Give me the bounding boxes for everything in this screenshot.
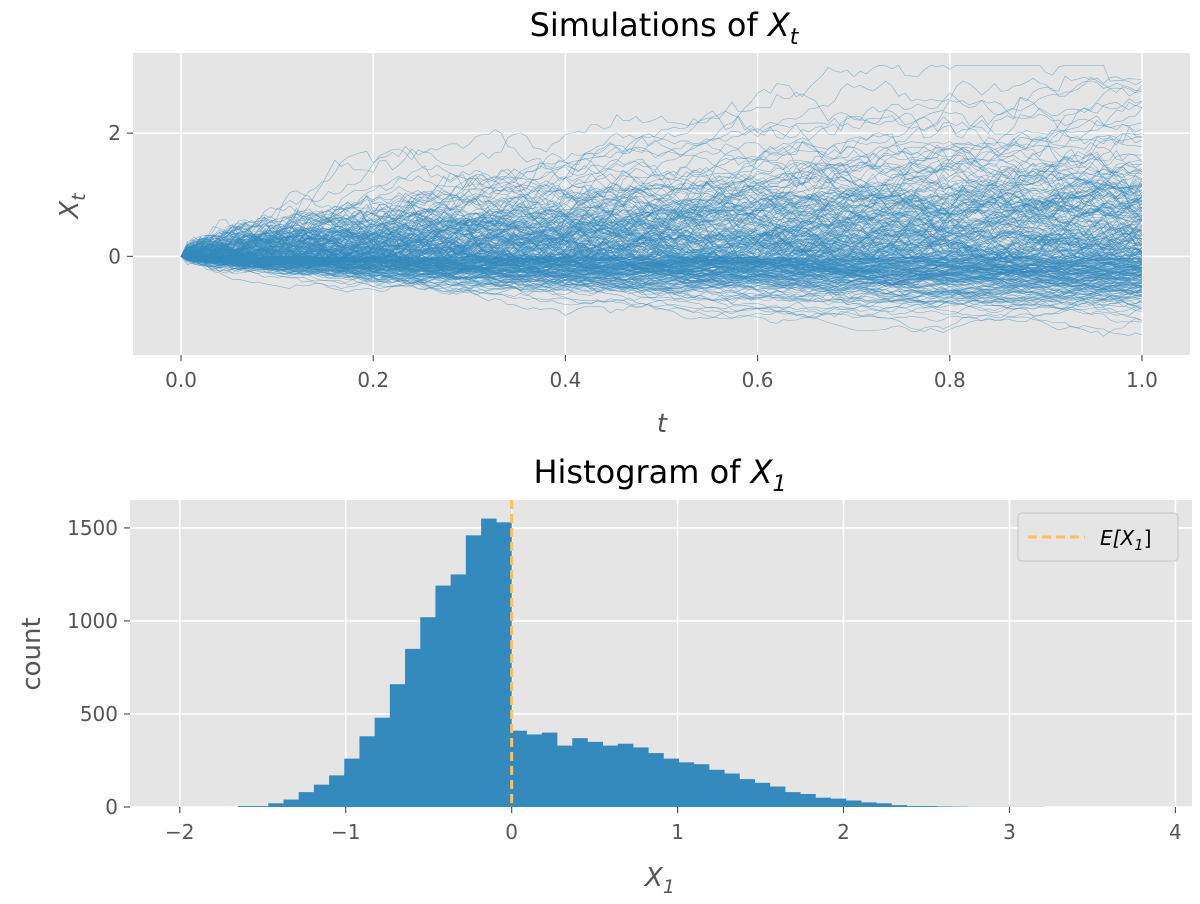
chart1-xtick-label: 0.8 (934, 368, 966, 392)
chart2-xtick-label: 4 (1169, 820, 1182, 844)
histogram-bar (770, 787, 785, 807)
histogram-bar (800, 794, 815, 807)
histogram-bar (724, 774, 739, 807)
histogram-bar (527, 734, 542, 807)
histogram-bar (755, 783, 770, 807)
histogram-bar (709, 770, 724, 807)
chart1-xtick-label: 0.4 (550, 368, 582, 392)
histogram-bar (481, 519, 496, 807)
histogram-bar (679, 762, 694, 807)
histogram-bar (253, 806, 268, 807)
histogram-bar (815, 798, 830, 807)
histogram-bar (329, 775, 344, 807)
chart2-xtick-label: 2 (837, 820, 850, 844)
histogram-bar (648, 753, 663, 807)
histogram-bar (876, 803, 891, 807)
chart2-xlabel: X1 (643, 863, 675, 898)
histogram-bar (937, 806, 952, 807)
histogram-bar (542, 733, 557, 807)
histogram-chart: Histogram of X1 −2 −1 0 1 2 3 4 0 500 1000 1500 X… (17, 453, 1192, 898)
histogram-bar (314, 785, 329, 807)
histogram-bar (891, 805, 906, 807)
histogram-bar (785, 792, 800, 807)
chart1-xtick-label: 0.6 (742, 368, 774, 392)
histogram-bar (238, 806, 253, 807)
histogram-bar (451, 574, 466, 807)
histogram-bar (633, 747, 648, 807)
chart2-ylabel: count (17, 617, 47, 690)
chart1-xtick-label: 0.2 (357, 368, 389, 392)
chart1-ylabel: Xt (55, 192, 90, 221)
chart1-xtick-label: 1.0 (1126, 368, 1158, 392)
histogram-bar (375, 718, 390, 807)
histogram-bar (587, 742, 602, 807)
histogram-bar (831, 799, 846, 807)
chart1-xlabel: t (657, 409, 668, 439)
histogram-bar (268, 803, 283, 807)
histogram-bar (663, 759, 678, 807)
histogram-bar (739, 779, 754, 807)
histogram-bar (907, 806, 922, 807)
histogram-bar (283, 800, 298, 807)
chart1-ytick-label: 2 (108, 121, 121, 145)
histogram-bar (420, 617, 435, 807)
chart2-xtick-label: −1 (331, 820, 360, 844)
histogram-bar (603, 746, 618, 807)
chart2-ytick-label: 1500 (67, 516, 118, 540)
chart2-xtick-label: 3 (1003, 820, 1016, 844)
histogram-bar (466, 535, 481, 807)
legend: E[X1] (1018, 513, 1178, 561)
histogram-bar (405, 649, 420, 807)
histogram-bar (390, 684, 405, 807)
histogram-bar (861, 802, 876, 807)
chart2-xtick-label: 1 (671, 820, 684, 844)
chart2-title: Histogram of X1 (533, 453, 786, 497)
histogram-bar (435, 586, 450, 807)
legend-label: E[X1] (1100, 526, 1152, 554)
histogram-bar (344, 759, 359, 807)
histogram-bar (618, 744, 633, 807)
chart1-ytick-label: 0 (108, 244, 121, 268)
chart2-ytick-label: 1000 (67, 609, 118, 633)
chart1-xtick-label: 0.0 (165, 368, 197, 392)
histogram-bar (511, 731, 526, 807)
chart1-title: Simulations of Xt (530, 6, 800, 50)
histogram-bar (496, 522, 511, 807)
histogram-bar (846, 800, 861, 807)
histogram-bar (557, 746, 572, 807)
chart2-xtick-label: −2 (165, 820, 194, 844)
histogram-bar (572, 738, 587, 807)
chart2-xtick-label: 0 (505, 820, 518, 844)
histogram-bar (694, 764, 709, 807)
histogram-bar (922, 806, 937, 807)
chart2-ytick-label: 500 (80, 702, 118, 726)
histogram-bar (359, 736, 374, 807)
chart2-ytick-label: 0 (105, 795, 118, 819)
histogram-bar (299, 792, 314, 807)
